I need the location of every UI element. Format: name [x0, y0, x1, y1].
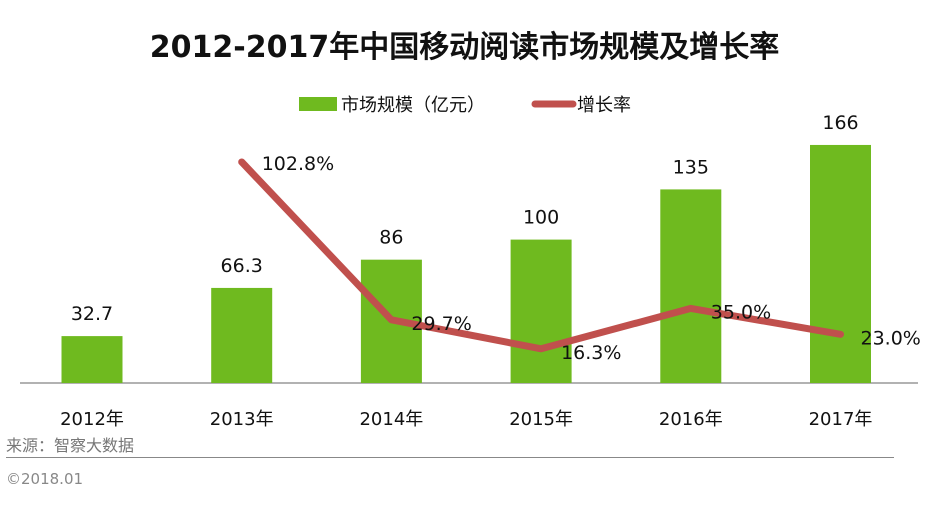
line-label: 16.3%	[561, 342, 621, 364]
legend-line-label: 增长率	[577, 95, 631, 116]
copyright: ©2018.01	[6, 470, 84, 488]
bar-label: 86	[379, 227, 403, 249]
bar	[810, 144, 871, 383]
line-label: 102.8%	[262, 153, 334, 175]
x-tick-label: 2017年	[809, 409, 873, 430]
x-tick-label: 2013年	[210, 409, 274, 430]
bar-label: 100	[523, 207, 559, 229]
bar	[61, 336, 123, 383]
bar	[510, 239, 572, 383]
line-label: 23.0%	[861, 327, 921, 349]
divider	[6, 457, 894, 458]
x-tick-label: 2016年	[659, 409, 723, 430]
bar	[211, 287, 273, 383]
x-tick-label: 2014年	[359, 409, 423, 430]
bar-label: 32.7	[71, 303, 113, 325]
bar-label: 166	[822, 112, 858, 134]
growth-line	[238, 158, 844, 353]
chart-title: 2012-2017年中国移动阅读市场规模及增长率	[149, 30, 780, 65]
legend-bar-label: 市场规模（亿元）	[341, 95, 485, 116]
bar	[660, 189, 722, 383]
bar-label: 135	[673, 156, 709, 178]
x-tick-label: 2012年	[60, 409, 124, 430]
bar-label: 66.3	[221, 255, 263, 277]
legend-bar-swatch	[299, 97, 337, 111]
source-note: 来源：智察大数据	[6, 436, 135, 455]
line-label: 35.0%	[711, 301, 771, 323]
line-label: 29.7%	[411, 313, 471, 335]
x-tick-label: 2015年	[509, 409, 573, 430]
chart: 32.7 2012年 66.3 2013年 86 2014年 100 2015年 135 2016…	[20, 95, 921, 430]
